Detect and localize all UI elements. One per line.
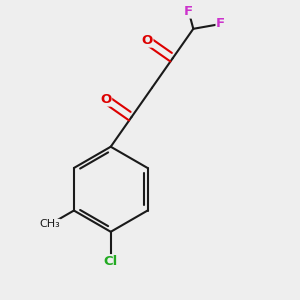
Text: Cl: Cl	[103, 255, 118, 268]
Text: F: F	[184, 5, 193, 18]
Text: O: O	[142, 34, 153, 47]
Text: O: O	[100, 93, 112, 106]
Text: F: F	[216, 17, 225, 31]
Text: CH₃: CH₃	[39, 219, 60, 230]
